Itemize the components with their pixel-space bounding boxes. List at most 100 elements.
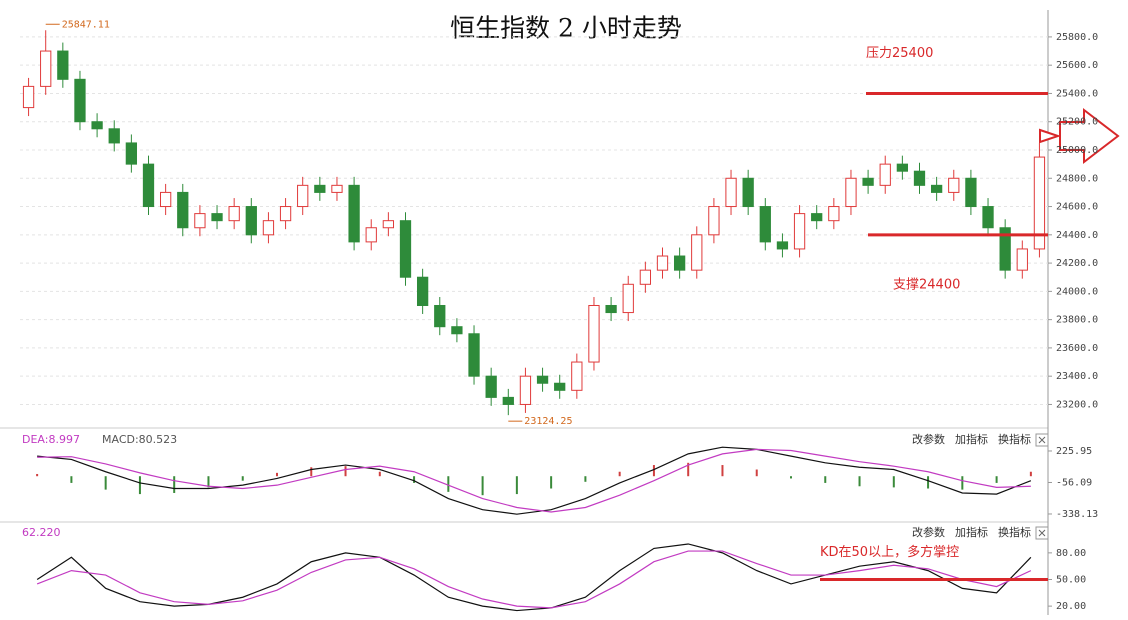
macd-bar: [550, 476, 553, 489]
candle-body: [845, 177, 857, 208]
close-icon: [1038, 436, 1046, 444]
macd-bar: [310, 467, 313, 477]
y-tick-label: 25600.0: [1056, 60, 1098, 71]
y-tick-label: 24400.0: [1056, 230, 1098, 241]
candle-body: [382, 220, 395, 229]
candle-body: [314, 184, 326, 193]
candle-body: [536, 375, 549, 384]
candle-body: [142, 163, 155, 208]
candle-body: [74, 78, 86, 123]
candle-body: [1016, 248, 1028, 271]
candle-body: [879, 163, 891, 186]
arrow-icon: [1039, 107, 1120, 165]
y-tick-label: -56.09: [1056, 477, 1092, 488]
candle-body: [365, 227, 377, 243]
macd-bar: [481, 476, 484, 496]
y-tick-label: 23800.0: [1056, 315, 1098, 326]
candle-body: [725, 177, 737, 208]
candle-body: [554, 382, 566, 391]
macd-bar: [241, 476, 244, 481]
macd-bar: [995, 476, 998, 483]
macd-bar: [1029, 471, 1032, 477]
candle-body: [519, 375, 532, 405]
candle-body: [228, 206, 240, 222]
candle-body: [245, 206, 257, 236]
candle-body: [622, 283, 634, 314]
y-tick-label: 25000.0: [1056, 145, 1098, 156]
candle-body: [930, 184, 943, 193]
candle-body: [348, 184, 360, 243]
candle-body: [91, 121, 103, 130]
candle-body: [451, 326, 463, 335]
macd-bar: [858, 476, 861, 487]
macd-bar: [138, 476, 141, 495]
macd-bar: [790, 476, 792, 479]
macd-bar: [927, 476, 930, 489]
candle-body: [571, 361, 583, 391]
candle-body: [57, 50, 69, 80]
candle-body: [793, 213, 806, 250]
chart-title: 恒生指数 2 小时走势: [450, 14, 682, 43]
macd-bar: [824, 476, 827, 483]
panel-button[interactable]: 加指标: [955, 525, 988, 539]
candle-body: [605, 304, 617, 314]
y-tick-label: 24000.0: [1056, 286, 1098, 297]
indicator-value: DEA:8.997: [22, 433, 80, 446]
candle-body: [331, 184, 343, 193]
indicator-line: [37, 446, 1032, 515]
indicator-line: [36, 550, 1032, 609]
y-tick-label: 50.00: [1056, 574, 1086, 585]
y-tick-label: 25800.0: [1056, 32, 1098, 43]
candle-body: [759, 206, 771, 243]
y-tick-label: 24600.0: [1056, 202, 1098, 213]
indicator-value: MACD:80.523: [102, 433, 177, 446]
level-label: 压力25400: [866, 46, 933, 61]
panel-button[interactable]: 换指标: [998, 432, 1031, 446]
y-tick-label: 24200.0: [1056, 258, 1098, 269]
candle-body: [485, 375, 497, 398]
macd-bar: [173, 476, 176, 493]
candle-body: [673, 255, 686, 271]
macd-bar: [36, 473, 39, 477]
candle-body: [177, 191, 189, 229]
y-tick-label: -338.13: [1056, 509, 1098, 520]
macd-bar: [755, 469, 758, 477]
candle-body: [108, 128, 120, 144]
candle-body: [416, 276, 429, 306]
macd-bar: [618, 471, 621, 477]
level-label: KD在50以上，多方掌控: [820, 544, 959, 560]
y-tick-label: 23200.0: [1056, 399, 1098, 410]
candle-body: [982, 206, 994, 229]
candle-body: [862, 177, 874, 186]
macd-bar: [207, 476, 210, 488]
panel-button[interactable]: 改参数: [912, 525, 945, 539]
macd-bar: [104, 476, 107, 490]
macd-bar: [687, 462, 690, 477]
candle-body: [999, 227, 1011, 271]
candle-body: [194, 213, 206, 229]
panel-button[interactable]: 加指标: [955, 432, 988, 446]
panel-button[interactable]: 换指标: [998, 525, 1031, 539]
macd-bar: [447, 476, 450, 492]
macd-bar: [584, 476, 587, 482]
candle-body: [211, 213, 223, 222]
candle-body: [742, 177, 754, 208]
macd-bar: [413, 476, 416, 483]
panel-button[interactable]: 改参数: [912, 432, 945, 446]
candle-body: [656, 255, 669, 271]
candle-body: [965, 177, 977, 208]
candle-body: [776, 241, 789, 250]
indicator-line: [36, 543, 1032, 612]
candle-body: [828, 206, 840, 222]
candle-body: [468, 333, 480, 377]
y-tick-label: 23400.0: [1056, 371, 1098, 382]
y-tick-label: 23600.0: [1056, 343, 1098, 354]
candle-body: [691, 234, 703, 271]
y-tick-label: 80.00: [1056, 548, 1086, 559]
level-label: 支撑24400: [893, 277, 960, 292]
y-tick-label: 20.00: [1056, 601, 1086, 612]
candle-body: [639, 269, 652, 285]
